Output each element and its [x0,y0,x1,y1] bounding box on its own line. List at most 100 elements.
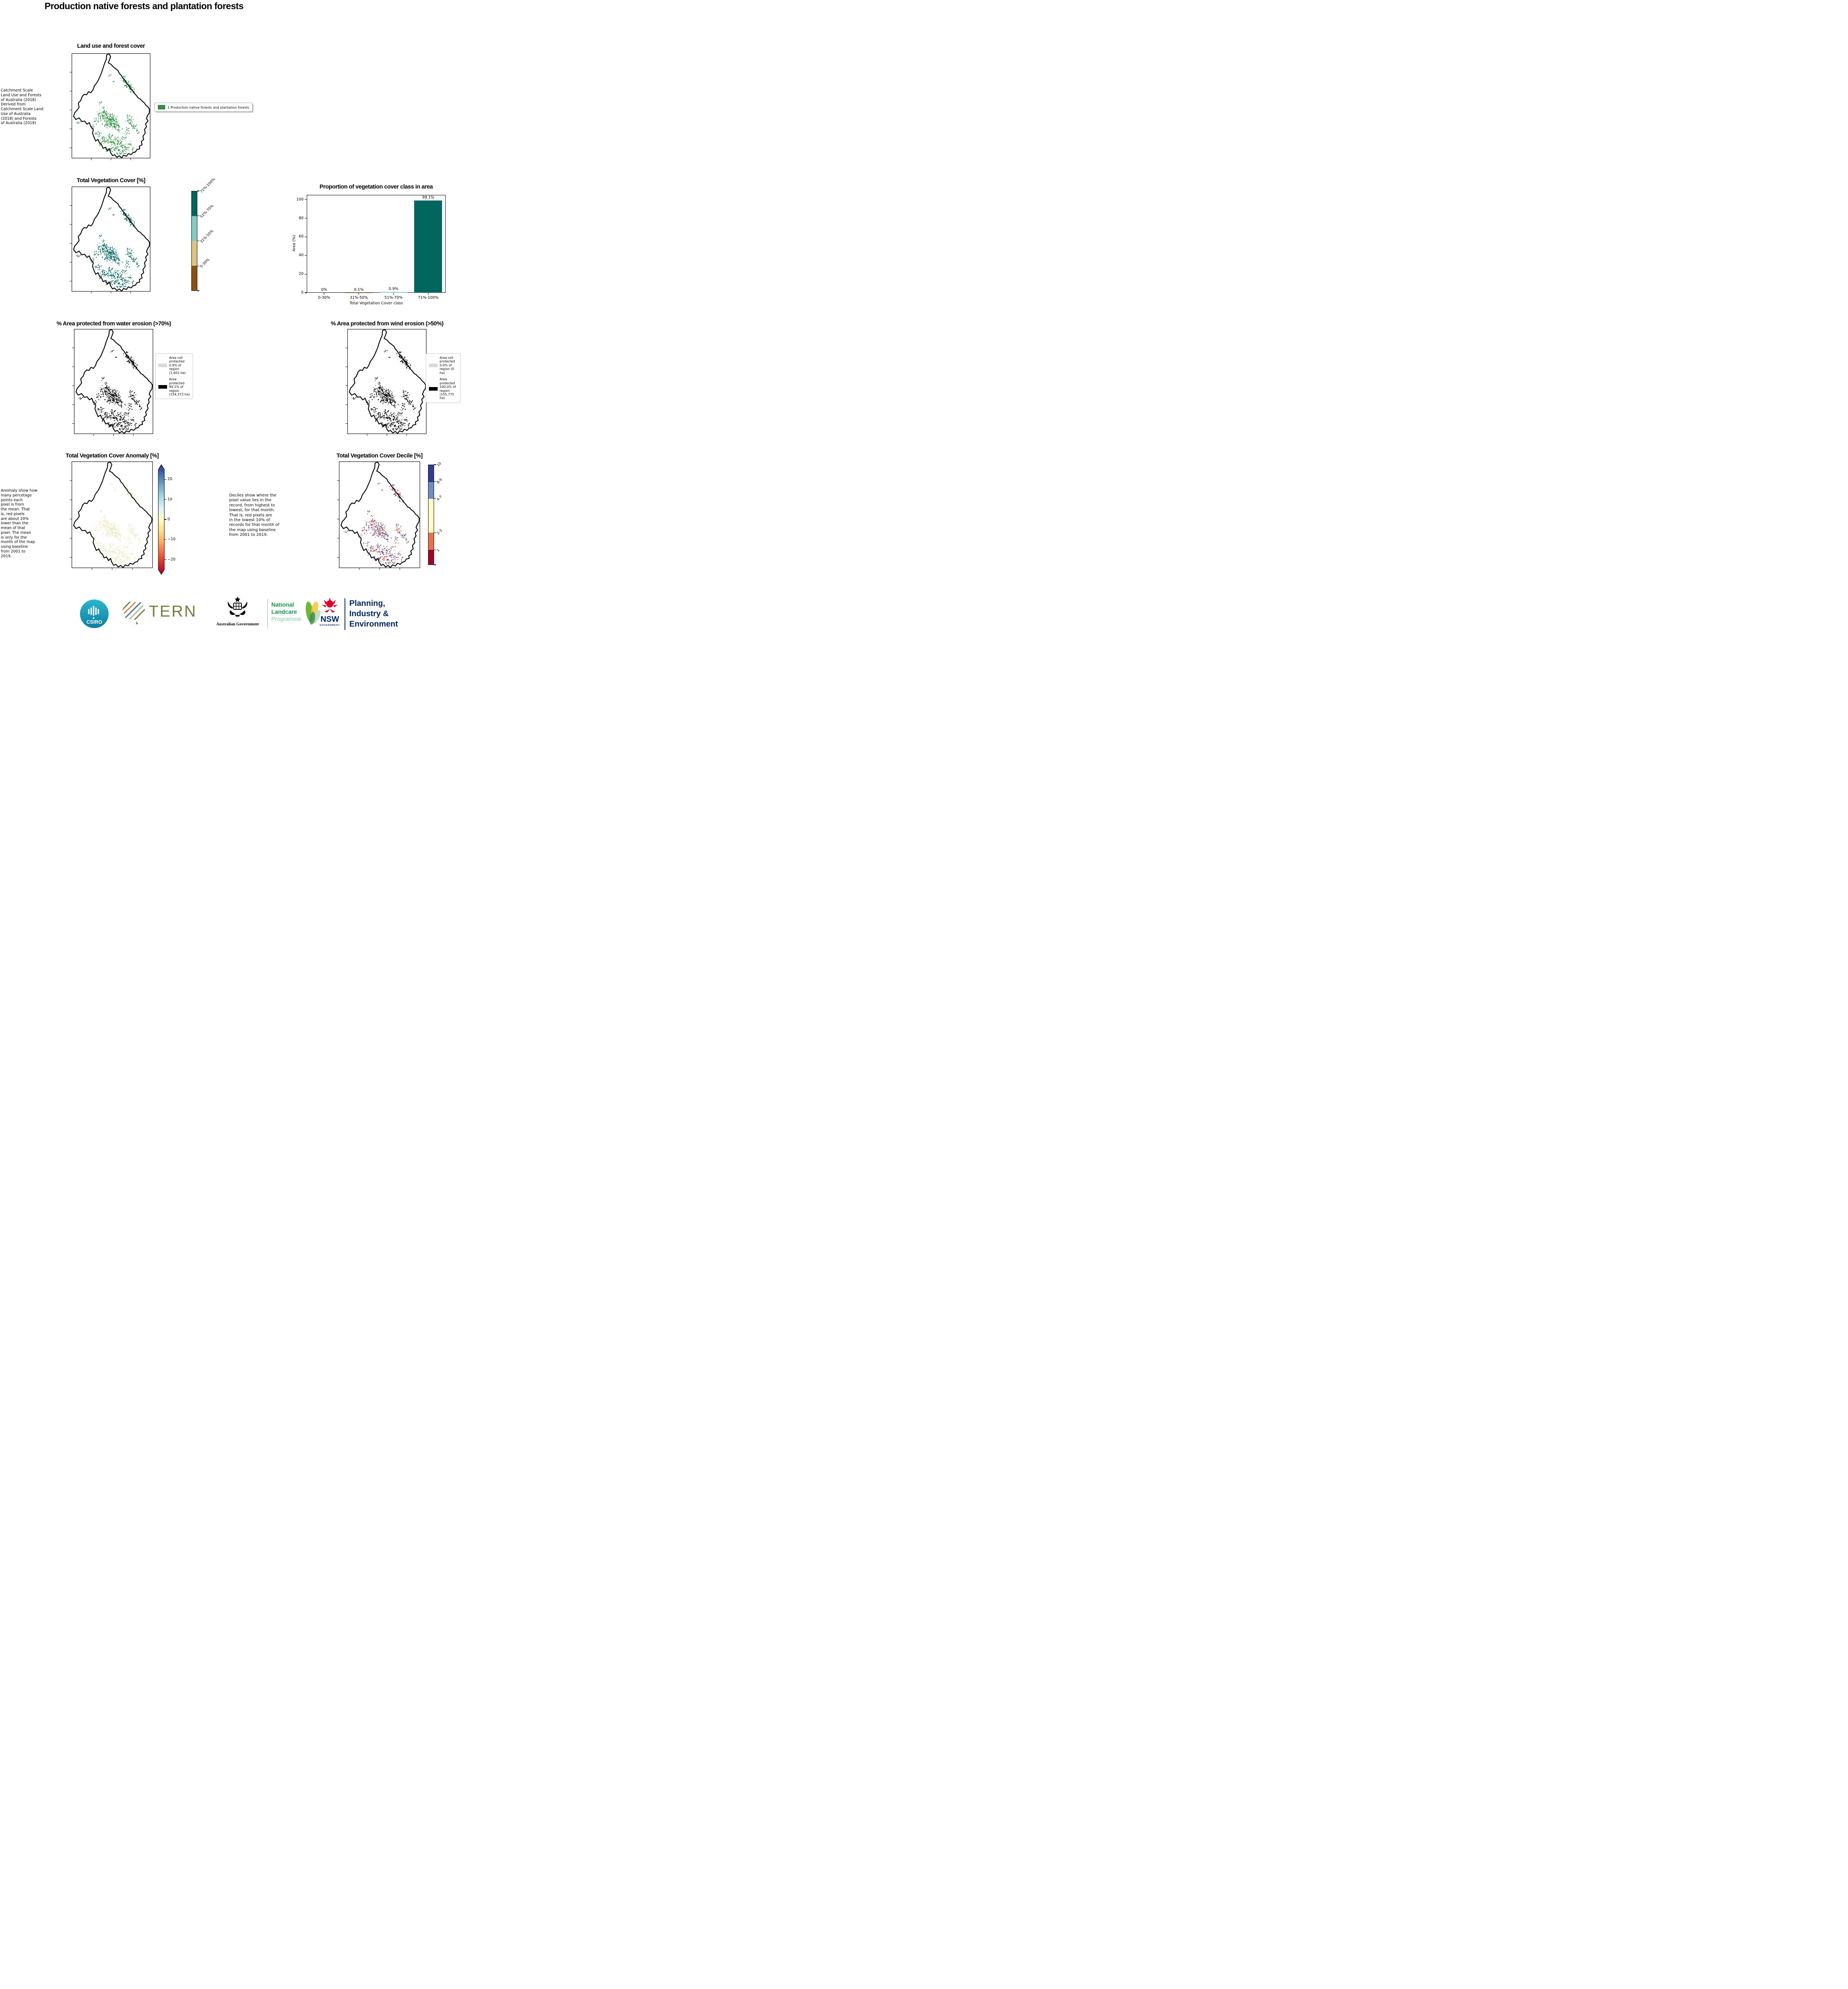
planning-line1: Planning, [349,599,385,608]
veg-colorbar-label: 0-30% [199,258,211,269]
bar-value-label: 99.1% [422,195,434,200]
wind-map [345,329,426,436]
chart-ytick-label: 0 [301,290,304,295]
wind-map-title: % Area protected from wind erosion (>50%… [331,321,444,327]
ausgov-crest-icon [228,597,247,617]
veg-colorbar-label: 51%-70% [199,204,215,219]
leaf-icon [306,601,321,625]
tern-logo: TERN [120,598,196,629]
landcare-line3: Programme [271,616,302,623]
anomaly-map-title: Total Vegetation Cover Anomaly [%] [66,453,159,459]
proportion-chart-title: Proportion of vegetation cover class in … [319,184,433,190]
water-map-title: % Area protected from water erosion (>70… [56,321,171,327]
decile-map-title: Total Vegetation Cover Decile [%] [336,453,423,459]
chart-ytick-label: 100 [296,197,304,202]
wind-legend: Area not protected 0.0% of region (0 ha)… [426,353,461,403]
landuse-side-note: Catchment Scale Land Use and Forests of … [1,88,44,126]
veg-colorbar-label: 71%-100% [199,177,216,194]
chart-ytick-label: 40 [298,253,304,258]
veg-colorbar-segment [192,265,197,290]
anomaly-note: Anomaly show how many percetage points e… [1,488,37,559]
veg-colorbar-segment [192,216,197,241]
wind-protected-label: Area protected 100.0% of region (155,775… [440,378,456,400]
landcare-line1: National [271,602,294,608]
chart-ytick-label: 60 [298,234,304,239]
bar-value-label: 0% [321,288,327,292]
anomaly-colorbar-tick-label: −20 [167,557,176,562]
bar-51%-70% [380,292,408,293]
svg-text:CSIRO: CSIRO [86,619,102,625]
decile-colorbar-label: 8-9 [436,477,443,485]
ausgov-label: Australian Government [216,622,259,627]
veg-colorbar-bar [191,191,197,291]
decile-map [337,461,420,570]
vegcover-colorbar: 71%-100% 51%-70% 31%-50% 0-30% [191,177,216,291]
chart-xaxis-label: Total Vegetation Cover class [349,301,403,306]
water-legend: Area not protected 0.9% of region (1,401… [155,353,193,399]
wind-protected-swatch [429,387,438,391]
proportion-bar-chart: 0 20 40 60 80 100 0% 0-30% 0.1% 31%-50% 0.9% 51%-70… [292,195,446,306]
decile-colorbar: 10 8-9 4-7 2-3 1 [428,461,443,565]
waratah-icon [322,597,338,613]
nsw-logo: NSW GOVERNMENT [318,597,341,627]
ausgov-logo: Australian Government [211,597,264,627]
decile-colorbar-label: 10 [436,461,442,468]
map-water-svg [72,329,153,436]
decile-colorbar-segment [428,482,434,499]
decile-colorbar-segment [428,533,434,550]
water-protected-label: Area protected 99.1% of region (154,373 … [169,378,190,396]
chart-xtick-label: 51%-70% [384,296,403,300]
anomaly-colorbar: 20 10 0 −10 −20 [158,464,182,575]
vegcover-map [70,187,150,294]
decile-colorbar-label: 1 [436,548,441,553]
footer-logos: CSIRO TERN [0,595,462,635]
decile-colorbar-segment [428,465,434,482]
decile-colorbar-label: 4-7 [436,494,443,502]
nsw-sub-label: GOVERNMENT [319,624,340,627]
map-anomaly-svg [70,461,153,570]
chart-xtick-label: 71%-100% [418,296,439,300]
decile-colorbar-label: 2-3 [436,529,443,536]
bar-71%-100% [414,200,442,293]
decile-colorbar-bar [428,465,434,565]
csiro-logo: CSIRO [80,599,109,630]
anomaly-colorbar-tick-label: 0 [167,517,170,522]
landcare-line2: Landcare [271,609,297,616]
chart-xtick-label: 0-30% [318,296,330,300]
water-notprotected-label: Area not protected 0.9% of region (1,401… [169,356,186,375]
map-vegcover-svg [70,187,150,294]
wind-notprotected-swatch [429,364,438,368]
chart-xtick-label: 31%-50% [350,296,368,300]
landcare-leaves [303,597,324,631]
anomaly-map [70,461,153,570]
anomaly-colorbar-tick-label: 20 [167,477,173,482]
planning-line3: Environment [349,620,398,629]
decile-colorbar-segment [428,499,434,533]
wind-notprotected-label: Area not protected 0.0% of region (0 ha) [440,356,455,375]
veg-colorbar-label: 31%-50% [199,229,215,244]
chart-ytick-label: 20 [298,272,304,276]
landuse-legend: 1 Production native forests and plantati… [154,103,253,112]
decile-colorbar-segment [428,549,434,564]
map-wind-svg [345,329,426,436]
anomaly-colorbar-tick-label: −10 [167,537,176,542]
report-page: Production native forests and plantation… [0,0,462,635]
water-legend-entry-notprotected: Area not protected 0.9% of region (1,401… [158,356,190,375]
footer-divider-1 [267,599,268,628]
bar-value-label: 0.1% [354,287,364,292]
wind-legend-entry-protected: Area protected 100.0% of region (155,775… [429,378,458,400]
map-landuse-svg [70,53,150,160]
chart-yaxis-label: Area (%) [292,235,297,252]
chart-ytick-label: 80 [298,216,304,220]
veg-colorbar-segment [192,191,197,216]
landuse-map-title: Land use and forest cover [77,43,145,49]
landuse-map [70,53,150,160]
planning-line2: Industry & [349,609,389,618]
tern-icon: TERN [122,601,196,625]
veg-colorbar-segment [192,241,197,266]
chart-axes [307,195,446,293]
map-decile-svg [337,461,420,570]
water-notprotected-swatch [158,364,167,368]
decile-note: Deciles show where the pixel value lies … [229,493,280,537]
wind-legend-entry-notprotected: Area not protected 0.0% of region (0 ha) [429,356,458,375]
